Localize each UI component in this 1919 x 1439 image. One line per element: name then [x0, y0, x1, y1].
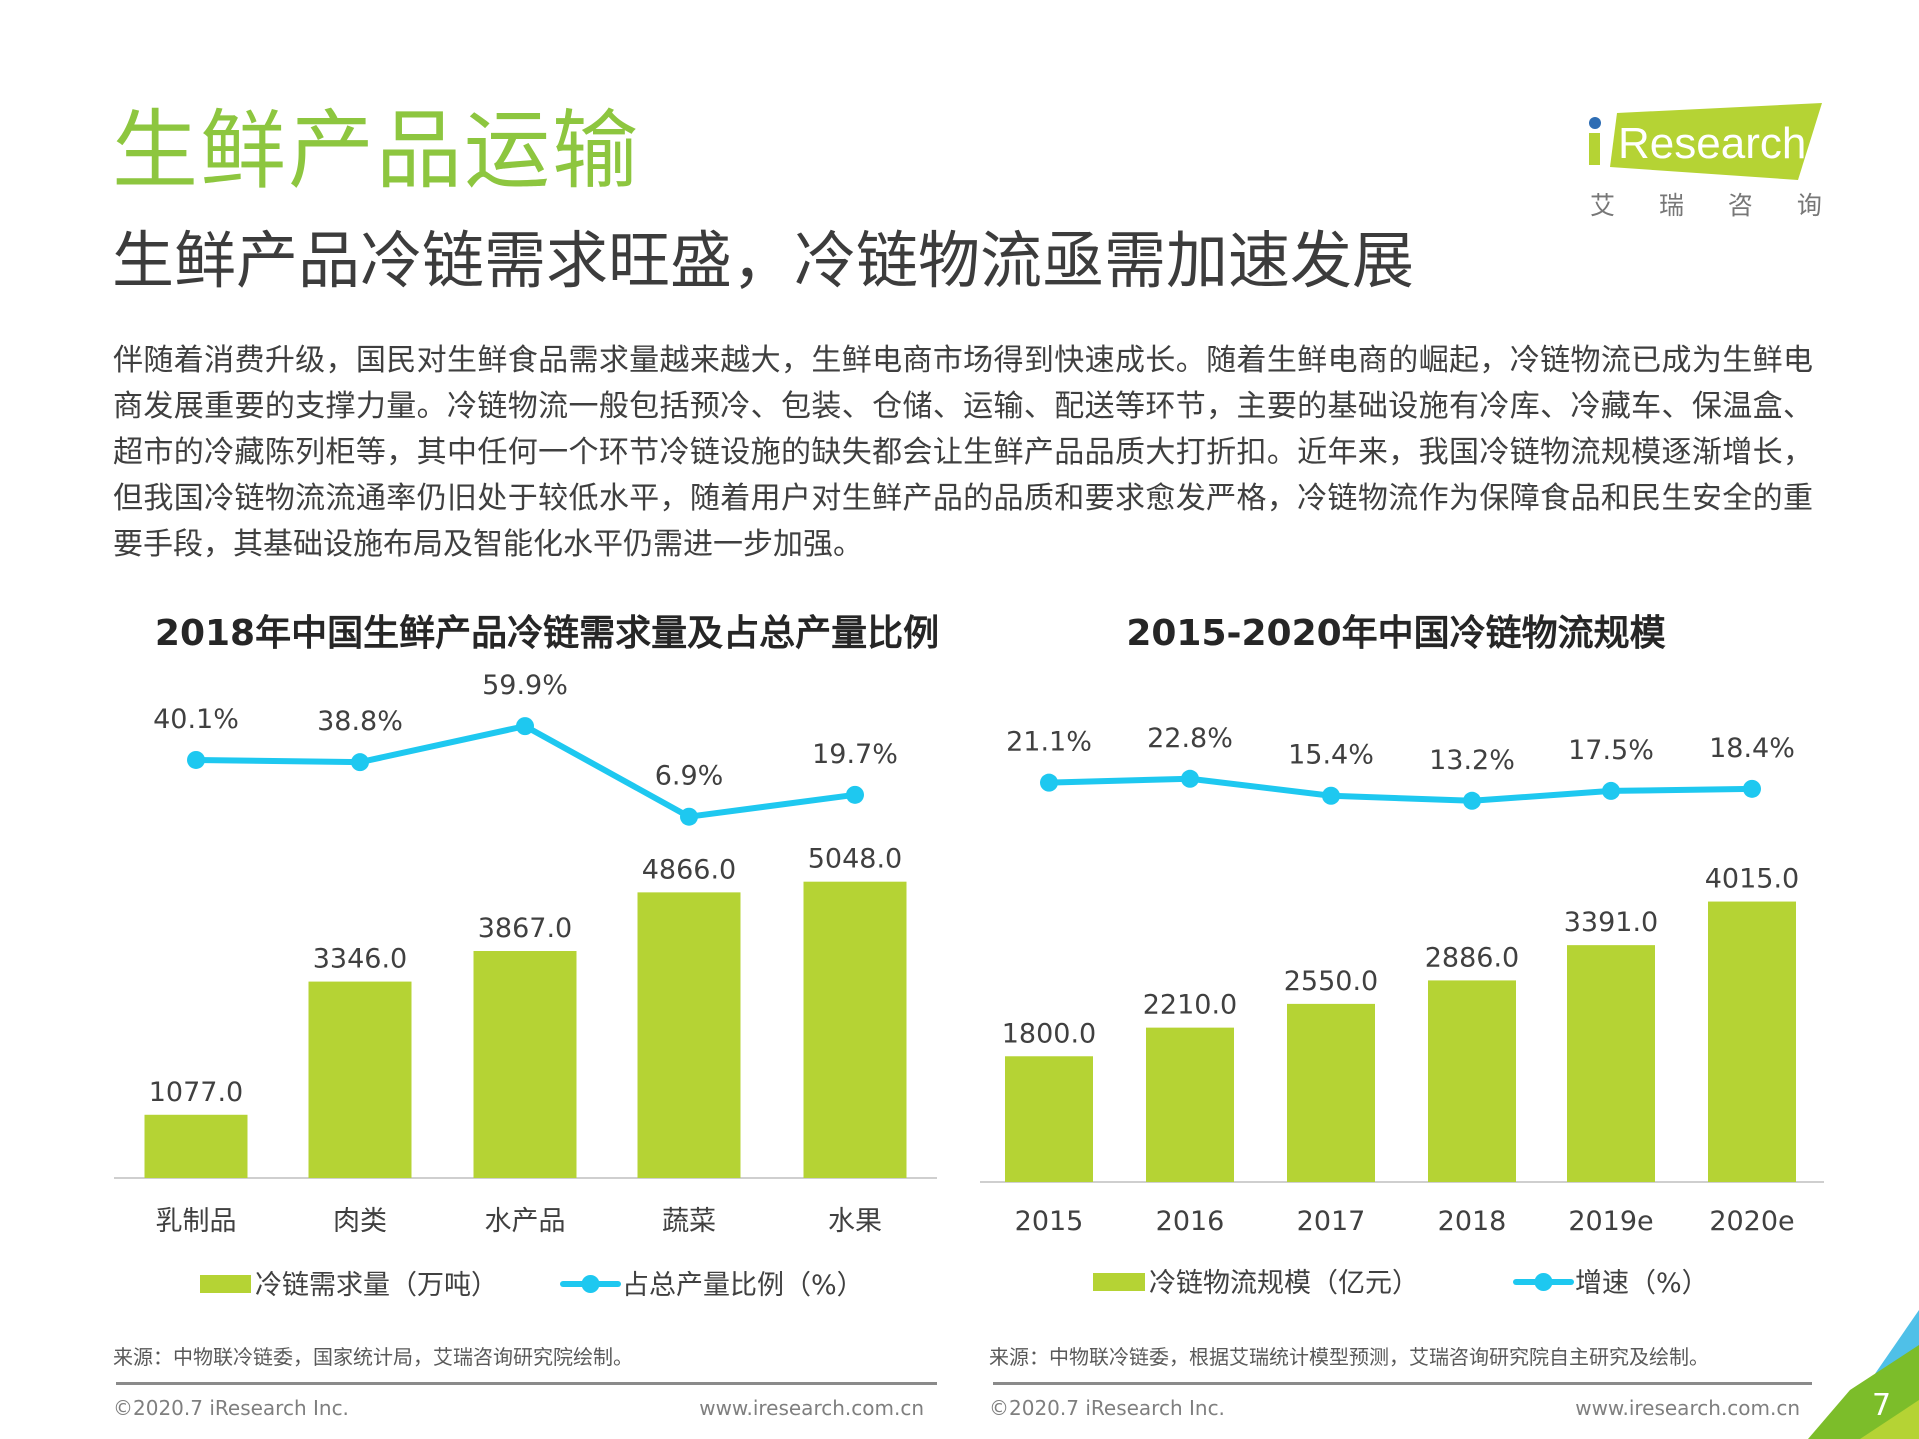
source-right: 来源：中物联冷链委，根据艾瑞统计模型预测，艾瑞咨询研究院自主研究及绘制。	[989, 1345, 1709, 1369]
x-tick-label: 蔬菜	[662, 1206, 716, 1237]
bar	[1428, 980, 1516, 1182]
legend-bar-swatch	[200, 1275, 251, 1293]
line-series	[1048, 775, 1753, 804]
divider-right	[993, 1382, 1812, 1385]
bar	[308, 981, 412, 1178]
legend-bar-label: 冷链物流规模（亿元）	[1149, 1268, 1419, 1299]
bar-value-label: 2210.0	[1143, 990, 1237, 1021]
line-value-label: 59.9%	[482, 670, 568, 701]
line-point	[846, 785, 864, 804]
bar-value-label: 4015.0	[1705, 864, 1799, 895]
bar-value-label: 5048.0	[808, 844, 902, 875]
bar-value-label: 3346.0	[313, 944, 407, 975]
url-left[interactable]: www.iresearch.com.cn	[699, 1396, 924, 1420]
line-value-label: 38.8%	[317, 706, 403, 737]
bar-value-label: 3391.0	[1564, 907, 1658, 938]
bar	[1005, 1056, 1093, 1182]
x-tick-label: 乳制品	[156, 1206, 237, 1237]
bar	[144, 1114, 248, 1178]
line-point	[1602, 781, 1620, 800]
bar	[1146, 1027, 1234, 1182]
copyright-right: ©2020.7 iResearch Inc.	[989, 1396, 1225, 1420]
line-point	[1463, 791, 1481, 810]
page-subtitle: 生鲜产品冷链需求旺盛，冷链物流亟需加速发展	[112, 224, 1415, 297]
line-point	[1040, 773, 1058, 792]
bar-value-label: 2886.0	[1425, 942, 1519, 973]
bar-value-label: 3867.0	[478, 913, 572, 944]
line-value-label: 6.9%	[655, 761, 724, 792]
page-title: 生鲜产品运输	[112, 101, 640, 201]
chart2-title: 2015-2020年中国冷链物流规模	[1126, 613, 1666, 654]
legend-line-label: 占总产量比例（%）	[622, 1270, 864, 1301]
x-tick-label: 水产品	[485, 1206, 566, 1237]
x-tick-label: 水果	[828, 1206, 882, 1237]
line-point	[1322, 786, 1340, 805]
url-right[interactable]: www.iresearch.com.cn	[1575, 1396, 1800, 1420]
bar-value-label: 1077.0	[149, 1077, 243, 1108]
line-value-label: 40.1%	[153, 704, 239, 735]
x-tick-label: 2019e	[1568, 1206, 1653, 1237]
line-point	[187, 750, 205, 769]
line-point	[516, 717, 534, 736]
legend-bar-label: 冷链需求量（万吨）	[255, 1270, 498, 1301]
logo-cn: 艾 瑞 咨 询	[1590, 191, 1840, 220]
x-tick-label: 2020e	[1709, 1206, 1794, 1237]
x-tick-label: 肉类	[333, 1206, 387, 1237]
x-tick-label: 2018	[1438, 1206, 1507, 1237]
line-point	[1743, 779, 1761, 798]
line-value-label: 13.2%	[1429, 745, 1515, 776]
x-tick-label: 2016	[1156, 1206, 1225, 1237]
line-series	[195, 723, 856, 820]
line-value-label: 22.8%	[1147, 723, 1233, 754]
line-value-label: 18.4%	[1709, 733, 1795, 764]
bar	[1287, 1003, 1375, 1182]
page-number: 7	[1872, 1388, 1892, 1423]
line-point	[680, 807, 698, 826]
bar-value-label: 4866.0	[642, 854, 736, 885]
line-point	[351, 753, 369, 772]
line-value-label: 15.4%	[1288, 740, 1374, 771]
legend-line-marker	[1534, 1273, 1553, 1291]
line-value-label: 19.7%	[812, 739, 898, 770]
x-tick-label: 2015	[1015, 1206, 1084, 1237]
line-value-label: 17.5%	[1568, 735, 1654, 766]
bar	[803, 881, 907, 1178]
bar	[1708, 901, 1796, 1182]
divider-left	[116, 1382, 937, 1385]
bar	[1567, 945, 1655, 1182]
line-point	[1181, 769, 1199, 788]
bar-value-label: 2550.0	[1284, 966, 1378, 997]
source-left: 来源：中物联冷链委，国家统计局，艾瑞咨询研究院绘制。	[113, 1345, 633, 1369]
legend-line-marker	[581, 1275, 600, 1293]
legend-line-label: 增速（%）	[1575, 1268, 1709, 1299]
body-paragraph: 伴随着消费升级，国民对生鲜食品需求量越来越大，生鲜电商市场得到快速成长。随着生鲜…	[113, 343, 1813, 562]
line-value-label: 21.1%	[1006, 727, 1092, 758]
bar	[473, 951, 577, 1178]
bar	[637, 892, 741, 1178]
chart1-title: 2018年中国生鲜产品冷链需求量及占总产量比例	[154, 613, 940, 654]
bar-value-label: 1800.0	[1002, 1018, 1096, 1049]
legend-bar-swatch	[1093, 1273, 1145, 1291]
x-tick-label: 2017	[1297, 1206, 1366, 1237]
copyright-left: ©2020.7 iResearch Inc.	[113, 1396, 349, 1420]
